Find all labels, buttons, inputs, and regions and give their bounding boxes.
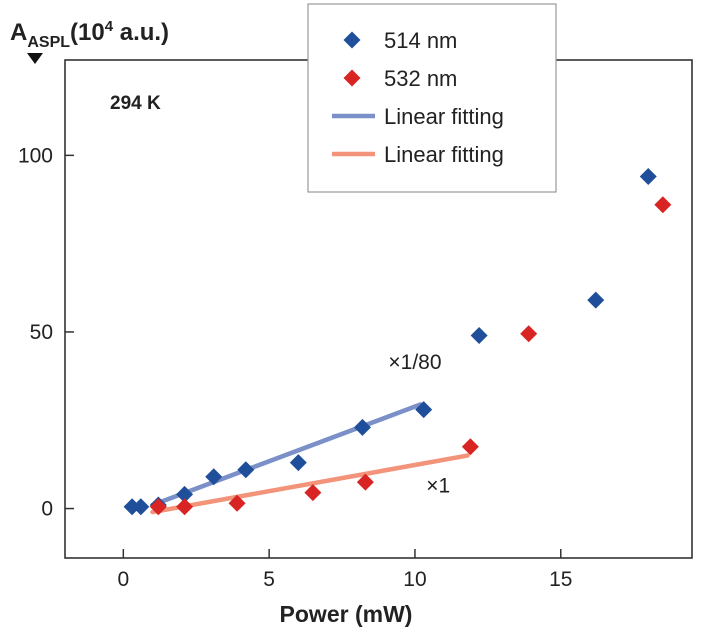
data-point-514-nm (132, 498, 150, 516)
axis-ticks: 0 5 10 15 0 50 100 (18, 144, 572, 591)
legend-marker (343, 31, 361, 49)
data-point-514-nm (176, 485, 194, 503)
data-point-532-nm (228, 494, 246, 512)
fit-lines (150, 402, 470, 515)
multiplier-label: ×1 (426, 475, 450, 498)
data-point-514-nm (289, 454, 307, 472)
legend: 514 nm 532 nm Linear fitting Linear fitting (307, 3, 557, 193)
data-point-532-nm (149, 498, 167, 516)
data-point-514-nm (470, 326, 488, 344)
data-point-532-nm (461, 438, 479, 456)
data-point-514-nm (123, 498, 141, 516)
x-tick-label: 0 (117, 568, 129, 591)
data-point-514-nm (353, 418, 371, 436)
legend-label: 514 nm (384, 28, 457, 53)
y-tick-label: 100 (18, 144, 53, 167)
temperature-annotation: 294 K (110, 93, 161, 114)
data-point-514-nm (205, 468, 223, 486)
data-point-532-nm (520, 325, 538, 343)
data-point-532-nm (304, 484, 322, 502)
legend-label: Linear fitting (384, 142, 504, 167)
multiplier-labels: ×1/80 ×1 (388, 351, 450, 498)
y-tick-label: 50 (30, 321, 53, 344)
data-point-532-nm (654, 196, 672, 214)
data-point-514-nm (415, 401, 433, 419)
legend-label: Linear fitting (384, 104, 504, 129)
data-point-514-nm (587, 291, 605, 309)
legend-marker (343, 69, 361, 87)
y-axis-arrow-icon (27, 53, 43, 64)
y-axis-label: AASPL(104 a.u.) (10, 18, 169, 51)
legend-label: 532 nm (384, 66, 457, 91)
multiplier-label: ×1/80 (388, 351, 441, 374)
y-tick-label: 0 (41, 498, 53, 521)
data-point-532-nm (176, 498, 194, 516)
data-point-514-nm (237, 461, 255, 479)
x-tick-label: 5 (263, 568, 275, 591)
data-point-532-nm (356, 473, 374, 491)
data-points (123, 168, 672, 516)
x-tick-label: 15 (549, 568, 572, 591)
fit-line-1 (150, 402, 424, 508)
fit-line-2 (150, 453, 470, 515)
data-point-514-nm (639, 168, 657, 186)
x-tick-label: 10 (403, 568, 426, 591)
x-axis-label: Power (mW) (280, 601, 413, 627)
